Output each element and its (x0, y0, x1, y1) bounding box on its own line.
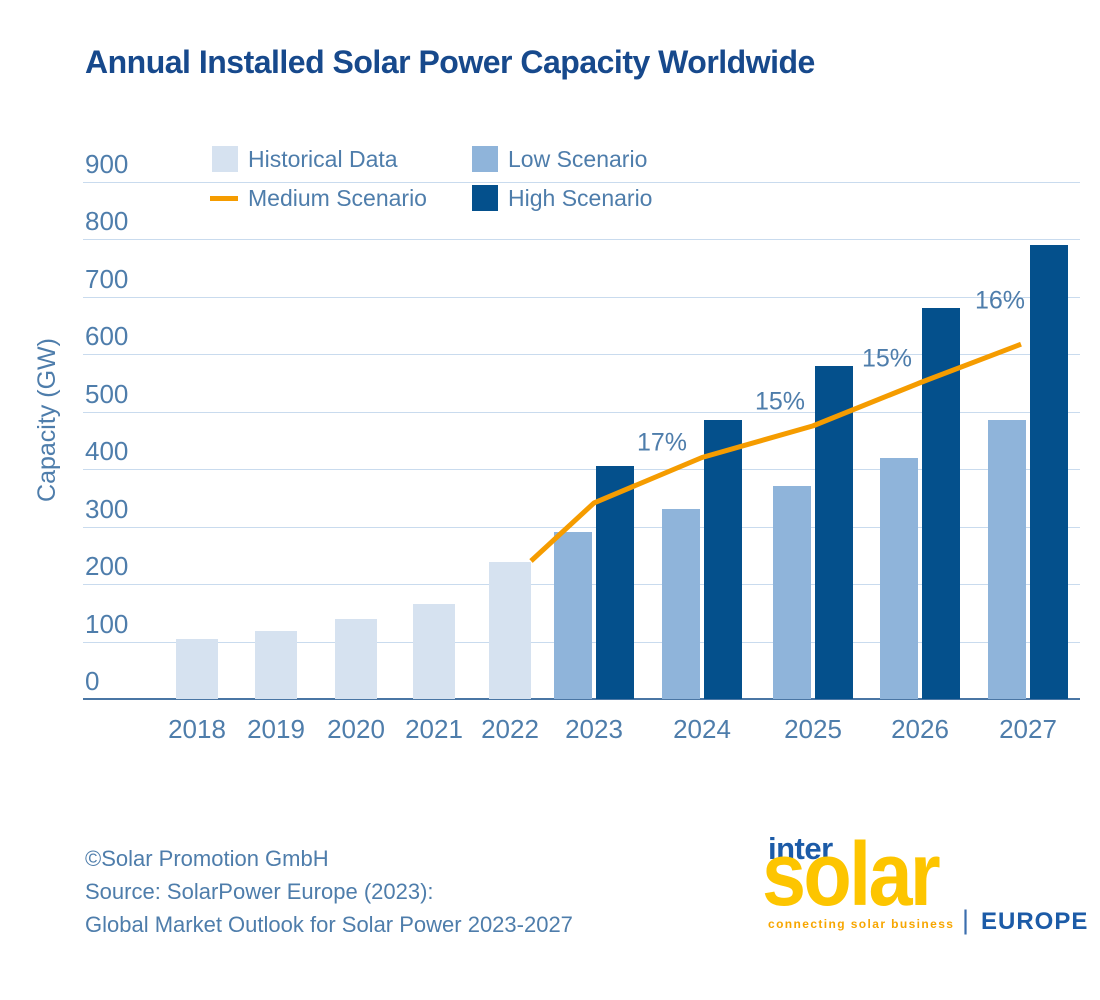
y-tick-700: 700 (85, 263, 129, 294)
bar-2025-low (773, 486, 811, 699)
y-tick-400: 400 (85, 436, 129, 466)
y-tick-600: 600 (85, 321, 129, 351)
legend-item-low: Low Scenario (472, 146, 647, 172)
bar-2018-historical (176, 639, 218, 699)
x-tick-2020: 2020 (327, 714, 385, 744)
legend-label: Historical Data (248, 145, 398, 172)
legend-item-historical: Historical Data (212, 146, 398, 172)
bar-2021-historical (413, 603, 455, 699)
bar-2024-low (662, 509, 700, 699)
bar-2022-historical (489, 561, 531, 699)
historical-swatch-icon (212, 146, 238, 172)
source-attribution: ©Solar Promotion GmbH Source: SolarPower… (85, 842, 573, 941)
logo-tagline: connecting solar business (768, 917, 955, 931)
x-tick-2021: 2021 (405, 714, 463, 744)
bar-2024-high (704, 420, 742, 699)
x-tick-2024: 2024 (673, 714, 731, 744)
growth-label-2024: 17% (636, 428, 688, 456)
low-scenario-swatch-icon (472, 146, 498, 172)
bar-2019-historical (255, 631, 297, 699)
y-tick-500: 500 (85, 378, 129, 409)
x-tick-2018: 2018 (168, 714, 226, 744)
x-tick-2022: 2022 (481, 714, 539, 744)
copyright-line: ©Solar Promotion GmbH (85, 846, 329, 871)
growth-label-2025: 15% (754, 387, 806, 416)
bar-2026-high (922, 308, 960, 699)
logo-inter-wordmark: inter (768, 831, 833, 866)
bar-2026-low (880, 457, 918, 699)
bar-2020-historical (335, 619, 377, 699)
bar-2023-high (596, 466, 634, 699)
y-tick-300: 300 (85, 493, 129, 524)
y-tick-0: 0 (85, 666, 100, 696)
y-tick-800: 800 (85, 206, 129, 236)
bar-2025-high (815, 365, 853, 699)
bar-2027-low (988, 420, 1026, 699)
high-scenario-swatch-icon (472, 185, 498, 211)
y-tick-900: 900 (85, 148, 129, 179)
chart-title: Annual Installed Solar Power Capacity Wo… (85, 44, 815, 80)
legend-item-high: High Scenario (472, 185, 652, 211)
legend-label: Low Scenario (508, 145, 648, 172)
growth-label-2026: 15% (861, 344, 913, 373)
x-tick-2025: 2025 (784, 714, 842, 744)
legend-item-medium: Medium Scenario (210, 185, 427, 211)
bar-2023-low (554, 532, 592, 699)
x-tick-2023: 2023 (565, 714, 623, 744)
gridline-900 (83, 181, 1080, 183)
y-tick-100: 100 (85, 608, 129, 639)
growth-label-2027: 16% (974, 286, 1026, 315)
x-axis-baseline (83, 698, 1080, 700)
gridline-700 (83, 296, 1080, 298)
legend-label: Medium Scenario (248, 184, 427, 211)
gridline-800 (83, 239, 1080, 240)
x-tick-2019: 2019 (247, 714, 305, 744)
report-line: Global Market Outlook for Solar Power 20… (85, 912, 573, 937)
logo-region-label: EUROPE (981, 908, 1089, 935)
logo-divider: | (962, 905, 970, 935)
y-tick-200: 200 (85, 551, 129, 581)
logo-solar-wordmark: solar (762, 825, 941, 925)
legend-label: High Scenario (508, 184, 653, 211)
source-line: Source: SolarPower Europe (2023): (85, 879, 434, 904)
x-tick-2027: 2027 (999, 714, 1057, 744)
x-tick-2026: 2026 (891, 714, 949, 744)
medium-scenario-line-icon (210, 195, 238, 201)
bar-2027-high (1030, 244, 1068, 699)
